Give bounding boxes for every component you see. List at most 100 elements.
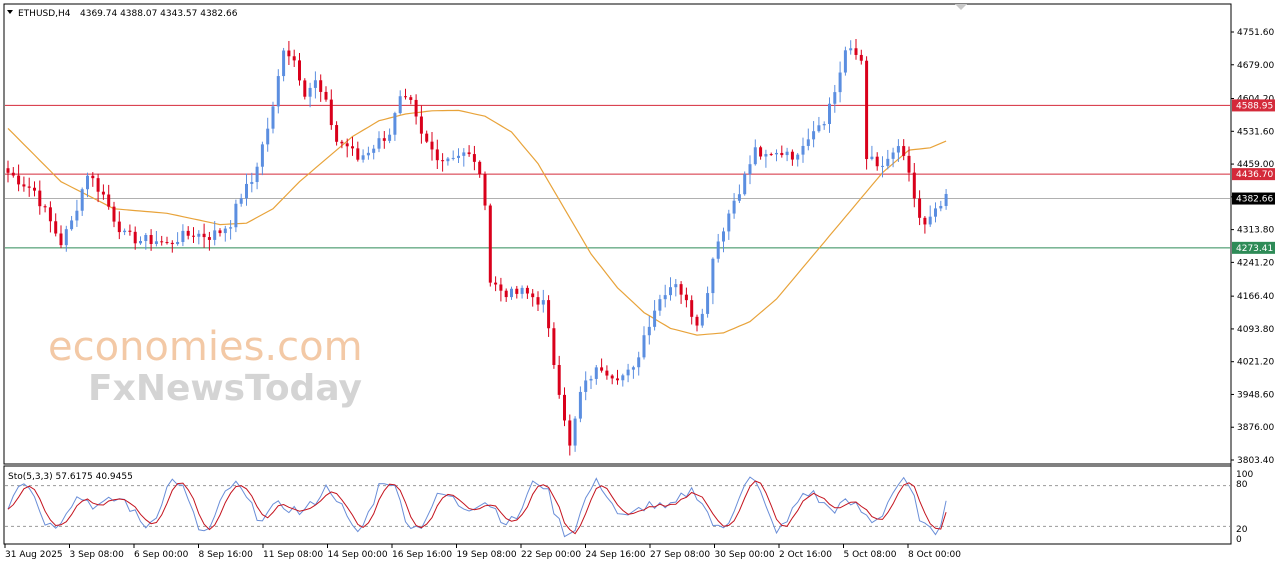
candle bbox=[478, 160, 482, 178]
candle bbox=[663, 284, 667, 308]
candle bbox=[684, 287, 688, 308]
candle bbox=[43, 204, 47, 213]
osc-scale-0: 0 bbox=[1236, 535, 1242, 545]
candle bbox=[812, 121, 816, 148]
candle bbox=[499, 277, 503, 302]
candle bbox=[446, 156, 450, 166]
candle bbox=[351, 136, 354, 156]
resistance-lower-badge bbox=[1232, 168, 1275, 181]
candle bbox=[425, 130, 429, 144]
candle bbox=[176, 232, 180, 246]
candle bbox=[165, 236, 169, 245]
candle bbox=[404, 88, 407, 100]
candle bbox=[207, 231, 211, 251]
candle bbox=[801, 137, 805, 163]
candle bbox=[324, 86, 328, 102]
candle bbox=[743, 171, 747, 196]
candle bbox=[186, 226, 190, 240]
y-tick-label: 4459.00 bbox=[1237, 160, 1274, 170]
candle bbox=[154, 231, 158, 247]
candle bbox=[128, 224, 132, 236]
candle bbox=[769, 152, 773, 156]
y-tick-label: 4313.80 bbox=[1237, 226, 1274, 236]
candle bbox=[584, 371, 588, 401]
candle bbox=[133, 226, 137, 250]
candle bbox=[144, 233, 148, 250]
candle bbox=[679, 281, 683, 304]
y-tick-label: 4679.00 bbox=[1237, 61, 1274, 71]
candle bbox=[578, 386, 582, 423]
candle bbox=[642, 326, 646, 360]
candle bbox=[626, 363, 630, 383]
candle bbox=[345, 138, 349, 158]
ohlc-readout: 4369.74 4388.07 4343.57 4382.66 bbox=[80, 9, 238, 19]
candle bbox=[923, 216, 927, 234]
candle bbox=[790, 149, 794, 166]
y-tick-label: 4166.40 bbox=[1237, 292, 1274, 302]
candle bbox=[64, 225, 68, 252]
candle bbox=[27, 177, 31, 197]
shift-marker-icon[interactable] bbox=[955, 4, 967, 10]
main-plot-frame bbox=[3, 3, 1232, 465]
candle bbox=[881, 156, 884, 178]
candle bbox=[276, 69, 280, 114]
moving-average-line bbox=[7, 109, 947, 336]
candle bbox=[388, 128, 392, 144]
candle bbox=[753, 139, 757, 166]
candle bbox=[552, 322, 556, 369]
collapse-triangle-icon[interactable] bbox=[7, 10, 13, 14]
candle bbox=[319, 74, 323, 102]
support-badge-label: 4273.41 bbox=[1236, 244, 1273, 254]
candle bbox=[594, 364, 598, 385]
x-tick-label: 3 Sep 08:00 bbox=[70, 550, 125, 560]
candle bbox=[96, 173, 100, 203]
candle bbox=[11, 167, 15, 178]
candle bbox=[896, 139, 900, 162]
candle bbox=[282, 47, 286, 82]
candle bbox=[568, 414, 572, 456]
candle bbox=[218, 228, 222, 237]
candle bbox=[934, 202, 937, 223]
candle bbox=[775, 149, 778, 162]
candle bbox=[828, 97, 831, 133]
candle bbox=[944, 189, 948, 210]
candle bbox=[690, 295, 694, 325]
candle bbox=[669, 277, 672, 301]
candle bbox=[377, 131, 381, 153]
candle bbox=[80, 187, 84, 216]
candle bbox=[600, 358, 604, 373]
candle bbox=[313, 71, 317, 99]
candle bbox=[891, 147, 895, 168]
candle bbox=[706, 286, 710, 318]
candle bbox=[902, 139, 906, 161]
candle bbox=[229, 220, 233, 240]
support-badge bbox=[1232, 241, 1275, 254]
candle bbox=[398, 90, 402, 115]
candle bbox=[48, 201, 52, 233]
candle bbox=[101, 184, 105, 200]
candle bbox=[653, 300, 657, 331]
y-tick-label: 3876.00 bbox=[1237, 423, 1274, 433]
candle bbox=[86, 172, 89, 198]
candle bbox=[414, 94, 418, 125]
candle bbox=[292, 49, 296, 67]
y-tick-label: 4093.80 bbox=[1237, 325, 1274, 335]
candle bbox=[939, 200, 943, 212]
candle bbox=[510, 286, 513, 300]
watermark: economies.com FxNewsToday bbox=[48, 324, 363, 409]
x-tick-label: 16 Sep 16:00 bbox=[392, 550, 452, 560]
candle bbox=[382, 131, 386, 149]
candle bbox=[170, 240, 174, 253]
candle bbox=[833, 84, 837, 113]
candle bbox=[409, 94, 413, 105]
candle bbox=[59, 225, 63, 249]
candle bbox=[616, 369, 619, 385]
candle bbox=[239, 193, 243, 207]
x-tick-label: 11 Sep 08:00 bbox=[263, 550, 323, 560]
candle bbox=[393, 111, 397, 141]
osc-scale-100: 100 bbox=[1236, 470, 1253, 480]
candle bbox=[541, 289, 545, 313]
candle bbox=[822, 121, 826, 130]
candle bbox=[260, 141, 264, 176]
candle bbox=[303, 78, 307, 100]
